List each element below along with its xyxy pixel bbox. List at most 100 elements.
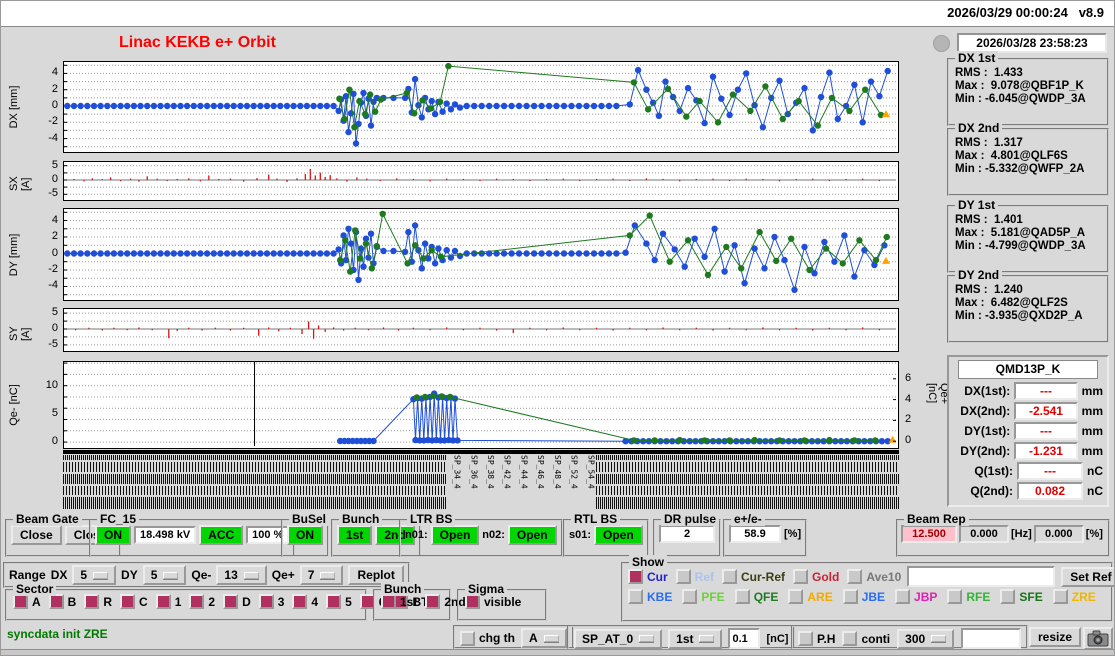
checkbox-box[interactable] [628,589,643,604]
magnet-name[interactable]: QMD13P_K [958,360,1098,379]
checkbox-box[interactable] [425,594,441,609]
sector-2-checkbox[interactable]: 2 [189,594,215,609]
dx-plot[interactable] [63,61,899,153]
chg-th-checkbox-box[interactable] [460,630,475,646]
set-ref-button[interactable]: Set Ref [1061,566,1114,587]
show-ave10-checkbox[interactable]: Ave10 [847,569,901,584]
dy-plot[interactable] [63,208,899,301]
ltr-n02-open-button[interactable]: Open [507,525,557,545]
beam-gate-close-button-1[interactable]: Close [11,525,62,545]
chg-th-checkbox[interactable]: chg th [460,630,515,646]
rtl-s01-open-button[interactable]: Open [594,525,643,545]
sector-b-checkbox[interactable]: B [48,594,76,609]
sector-a-select[interactable]: A [521,628,567,648]
show-cur-checkbox[interactable]: Cur [628,569,668,584]
show-cur-ref-checkbox[interactable]: Cur-Ref [722,569,785,584]
sector-a-checkbox[interactable]: A [13,594,41,609]
checkbox-box[interactable] [675,569,691,584]
checkbox-box[interactable] [326,594,342,609]
ref-name-input[interactable] [907,566,1056,587]
sigma-visible-checkbox[interactable]: visible [465,594,521,609]
range-qe-minus-select[interactable]: 13 [216,565,267,585]
conti-checkbox[interactable]: conti [842,631,890,646]
sector-1-checkbox[interactable]: 1 [155,594,181,609]
count-select[interactable]: 300 [897,628,955,649]
ltr-n01-open-button[interactable]: Open [430,525,480,545]
show-region-jbe-checkbox[interactable]: JBE [842,589,885,604]
range-qe-plus-select[interactable]: 7 [299,565,344,585]
beam-gate-frame: Beam Gate Close Close [5,512,122,557]
checkbox-box[interactable] [48,594,64,609]
fc15-acc-button[interactable]: ACC [199,525,244,545]
checkbox-box[interactable] [465,594,480,609]
bunch-1st-button[interactable]: 1st [337,525,373,545]
checkbox-label: BT [412,594,429,609]
checkbox-box[interactable] [842,589,858,604]
replot-button[interactable]: Replot [348,565,404,585]
checkbox-box[interactable] [628,569,643,584]
dy-y-axis: 4 2 0 -2 -4 DY [mm] [1,208,63,301]
checkbox-box[interactable] [155,594,171,609]
sector-5-checkbox[interactable]: 5 [326,594,352,609]
checkbox-box[interactable] [788,589,804,604]
bunch-1st-checkbox[interactable]: 1st [381,594,417,609]
show-region-zre-checkbox[interactable]: ZRE [1052,589,1096,604]
conti-checkbox-box[interactable] [842,631,858,646]
dropdown-indicator-icon [543,634,559,642]
checkbox-box[interactable] [1052,589,1068,604]
show-region-jbp-checkbox[interactable]: JBP [895,589,937,604]
checkbox-box[interactable] [189,594,205,609]
sector-4-checkbox[interactable]: 4 [292,594,318,609]
show-region-qfe-checkbox[interactable]: QFE [734,589,779,604]
show-region-pfe-checkbox[interactable]: PFE [682,589,725,604]
checkbox-box[interactable] [734,589,750,604]
sector-3-checkbox[interactable]: 3 [258,594,284,609]
show-region-rfe-checkbox[interactable]: RFE [947,589,990,604]
y-tick-label: -2 [48,262,58,275]
sector-d-checkbox[interactable]: D [223,594,251,609]
status-message: syncdata init ZRE [7,627,108,641]
bunch-order-select[interactable]: 1st [668,628,723,649]
fc15-on-button[interactable]: ON [95,525,131,545]
checkbox-box[interactable] [847,569,863,584]
camera-icon[interactable] [1083,627,1113,650]
busel-on-button[interactable]: ON [287,525,323,545]
show-region-kbe-checkbox[interactable]: KBE [628,589,672,604]
ph-checkbox-box[interactable] [798,631,813,646]
checkbox-box[interactable] [381,594,396,609]
show-ref-checkbox[interactable]: Ref [675,569,714,584]
sx-plot[interactable] [63,161,899,201]
sector-r-checkbox[interactable]: R [84,594,112,609]
checkbox-box[interactable] [1000,589,1016,604]
ph-checkbox[interactable]: P.H [798,631,835,646]
checkbox-box[interactable] [682,589,698,604]
checkbox-label: QFE [753,589,779,604]
checkbox-box[interactable] [722,569,738,584]
beam-rep-frame: Beam Rep 12.500 0.000 [Hz] 0.000 [%] [896,512,1110,557]
sector-c-checkbox[interactable]: C [120,594,148,609]
show-region-sfe-checkbox[interactable]: SFE [1000,589,1043,604]
threshold-input[interactable] [728,628,761,649]
range-dy-select[interactable]: 5 [142,565,187,585]
checkbox-box[interactable] [223,594,239,609]
extra-input[interactable] [961,628,1022,649]
checkbox-box[interactable] [258,594,274,609]
checkbox-label: KBE [647,589,673,604]
checkbox-box[interactable] [13,594,28,609]
bunch-2nd-checkbox[interactable]: 2nd [425,594,466,609]
show-gold-checkbox[interactable]: Gold [793,569,839,584]
range-dx-select[interactable]: 5 [72,565,117,585]
checkbox-box[interactable] [947,589,963,604]
checkbox-box[interactable] [292,594,308,609]
sp-bpm-select[interactable]: SP_AT_0 [574,628,663,649]
show-region-are-checkbox[interactable]: ARE [788,589,833,604]
checkbox-box[interactable] [120,594,136,609]
checkbox-box[interactable] [793,569,809,584]
version-label: v8.9 [1078,5,1104,20]
qe-plot[interactable] [63,361,899,449]
checkbox-label: visible [484,594,522,609]
sy-plot[interactable] [63,308,899,352]
resize-button[interactable]: resize [1029,627,1082,647]
checkbox-box[interactable] [895,589,911,604]
checkbox-box[interactable] [84,594,100,609]
